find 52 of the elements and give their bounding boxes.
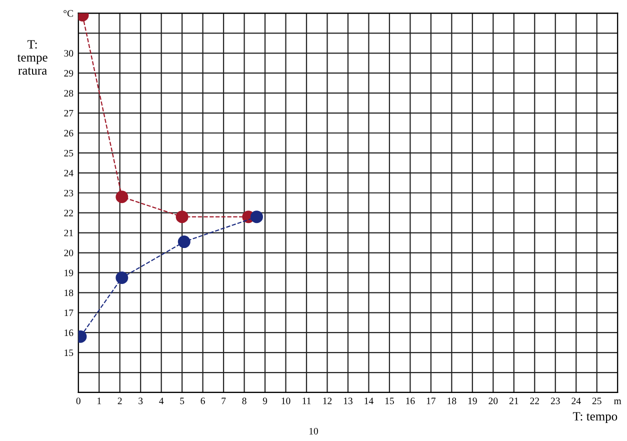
x-axis-title: T: tempo	[572, 412, 618, 424]
x-tick-label: 24	[572, 398, 581, 404]
x-tick-label: 2	[118, 398, 122, 404]
x-tick-label: 21	[509, 398, 518, 404]
x-tick-label: 0	[76, 398, 80, 404]
x-tick-label: 25	[592, 398, 602, 404]
y-tick-label: 16	[64, 330, 74, 336]
y-tick-label: 23	[64, 190, 74, 196]
x-tick-label: 3	[138, 398, 143, 404]
point	[116, 271, 128, 284]
text: 10	[309, 428, 318, 434]
x-tick-label: 20	[488, 398, 498, 404]
y-tick-label: 26	[64, 130, 74, 136]
y-tick-label: 21	[64, 230, 73, 236]
x-tick-label: 19	[468, 398, 477, 404]
point	[176, 210, 188, 224]
y-tick-label: 18	[64, 290, 74, 296]
y-tick-label: 24	[64, 170, 74, 176]
y-axis-title: T: tempe ratura	[17, 40, 48, 75]
y-tick-label: °C	[64, 10, 73, 17]
x-tick-label: 23	[550, 398, 560, 404]
y-tick-label: 19	[64, 270, 74, 276]
x-tick-label: 15	[385, 398, 394, 404]
x-tick-label: 4	[159, 398, 164, 404]
y-tick-label: 22	[64, 210, 73, 216]
x-tick-label: 13	[344, 398, 352, 404]
x-tick-label: 6	[200, 398, 205, 404]
y-tick-label: 30	[64, 50, 74, 57]
x-tick-label: 10	[282, 398, 290, 404]
x-tick-label: 17	[426, 398, 436, 404]
point	[116, 190, 128, 204]
x-tick-label: 22	[530, 398, 539, 404]
y-tick-label: 29	[64, 70, 74, 77]
y-tick-label: 28	[64, 90, 74, 97]
y-tick-label: 20	[64, 250, 74, 256]
x-tick-label: 9	[262, 398, 268, 404]
y-tick-label: 15	[64, 350, 74, 356]
x-tick-label: 14	[364, 398, 374, 404]
y-tick-label: 25	[64, 150, 74, 156]
y-tick-label: 17	[64, 310, 74, 316]
y-tick-label: 27	[64, 110, 74, 116]
x-tick-label: 16	[406, 398, 415, 404]
x-tick-label: 8	[242, 398, 246, 404]
x-tick-label: 1	[98, 398, 101, 404]
point	[250, 210, 263, 224]
x-tick-label: 7	[222, 398, 226, 404]
point	[178, 236, 190, 248]
x-tick-label: 5	[180, 398, 184, 404]
x-tick-label: 12	[323, 398, 332, 404]
x-tick-label: m	[614, 400, 622, 404]
x-tick-label: 11	[302, 398, 311, 404]
x-tick-label: 18	[448, 398, 456, 404]
